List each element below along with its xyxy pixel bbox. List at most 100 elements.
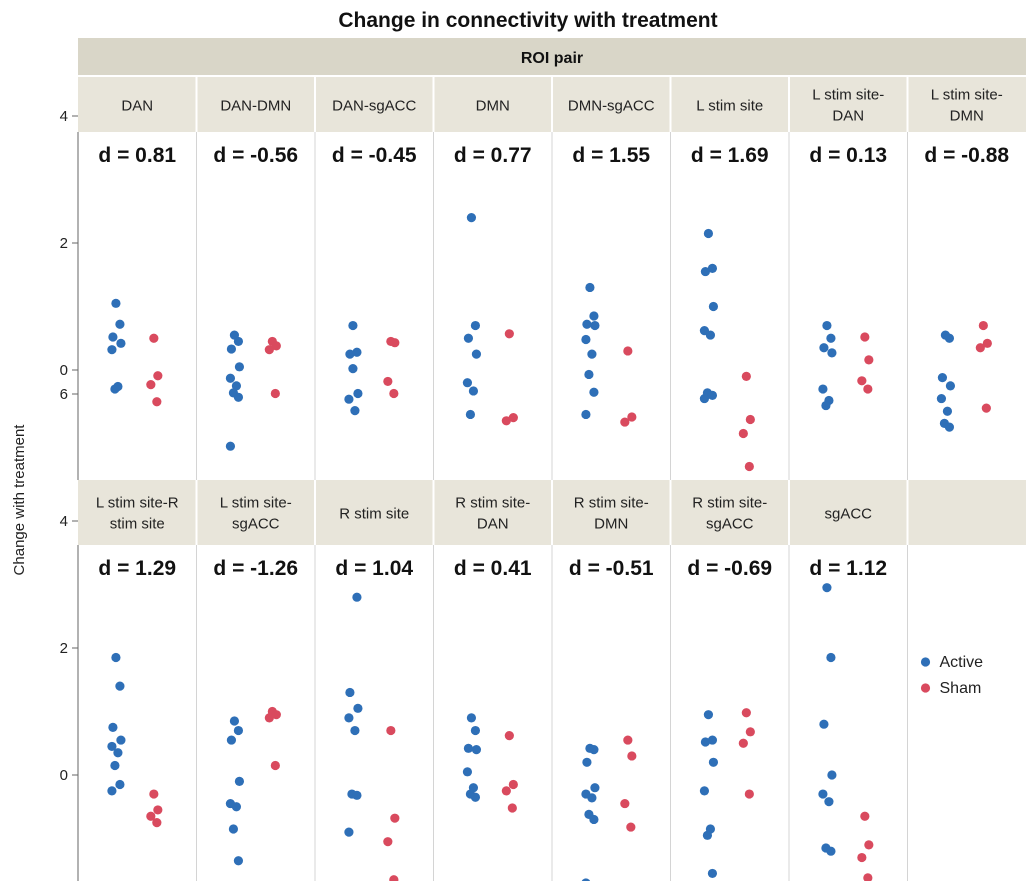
active-point <box>589 745 599 755</box>
active-point <box>115 681 125 691</box>
sham-point <box>390 813 400 823</box>
active-point <box>111 652 121 663</box>
panel-label: R stim site- <box>692 495 767 512</box>
active-point <box>818 384 828 394</box>
sham-point <box>501 786 511 796</box>
active-point <box>107 741 117 752</box>
sham-point <box>863 384 873 394</box>
sham-point <box>860 332 870 342</box>
active-point <box>462 378 473 388</box>
panel-label: DAN <box>477 516 509 533</box>
active-point <box>228 824 239 834</box>
active-point <box>819 719 829 729</box>
sham-point <box>507 803 517 813</box>
effect-size-label: d = 1.29 <box>98 557 176 580</box>
sham-point <box>501 416 511 426</box>
active-point <box>233 856 244 866</box>
active-point <box>116 338 126 348</box>
sham-point <box>264 713 274 723</box>
panel-label: DMN-sgACC <box>568 98 655 115</box>
y-tick-label: 2 <box>60 235 68 252</box>
panel-label: DAN-DMN <box>220 98 291 115</box>
y-axis-label: Change with treatment <box>11 424 28 576</box>
active-point <box>115 779 125 790</box>
active-point <box>225 373 236 383</box>
y-tick-label: 6 <box>60 386 68 403</box>
active-point <box>233 392 244 402</box>
active-point <box>944 422 955 432</box>
sham-point <box>508 413 518 423</box>
active-point <box>582 757 592 767</box>
sham-point <box>389 875 399 881</box>
active-point <box>234 776 245 786</box>
active-point <box>471 745 482 755</box>
roi-pair-label: ROI pair <box>521 50 583 67</box>
active-point <box>115 319 125 329</box>
active-point <box>470 792 481 802</box>
effect-size-label: d = -0.51 <box>569 557 654 580</box>
active-point <box>699 393 710 404</box>
panel-label: R stim site- <box>574 495 649 512</box>
active-point <box>226 735 237 745</box>
active-point <box>226 344 237 354</box>
active-point <box>703 710 714 720</box>
active-point <box>826 846 836 856</box>
effect-size-label: d = -1.26 <box>213 557 298 580</box>
active-point <box>699 786 710 796</box>
effect-size-label: d = 1.69 <box>691 144 769 167</box>
active-point <box>231 802 242 812</box>
sham-point <box>744 789 754 799</box>
active-point <box>113 748 123 758</box>
sham-point <box>386 725 396 736</box>
legend-label: Active <box>940 654 984 671</box>
sham-point <box>508 779 518 790</box>
effect-size-label: d = -0.69 <box>687 557 772 580</box>
panel-label: DAN <box>121 98 153 115</box>
sham-point <box>626 822 636 832</box>
active-point <box>705 330 716 340</box>
sham-point <box>741 708 751 718</box>
active-point <box>466 213 477 223</box>
active-point <box>463 743 474 753</box>
active-point <box>344 713 354 723</box>
sham-point <box>153 371 163 381</box>
active-point <box>348 364 358 374</box>
active-point <box>827 348 837 358</box>
panel-label: DMN <box>476 98 510 115</box>
active-point <box>707 868 718 879</box>
sham-point <box>271 710 281 720</box>
active-point <box>587 349 597 359</box>
panel-label: L stim site <box>696 98 763 115</box>
sham-point <box>745 414 755 425</box>
sham-point <box>864 840 874 850</box>
active-point <box>589 311 599 321</box>
active-point <box>587 793 597 803</box>
effect-size-label: d = -0.56 <box>213 144 298 167</box>
active-point <box>703 228 714 239</box>
effect-size-label: d = 0.41 <box>454 557 532 580</box>
sham-point <box>152 818 162 828</box>
active-point <box>708 301 719 312</box>
active-point <box>707 735 718 745</box>
active-point <box>581 878 591 881</box>
panel-label: DAN-sgACC <box>332 98 416 115</box>
active-point <box>352 592 362 602</box>
effect-size-label: d = -0.88 <box>924 144 1009 167</box>
sham-point <box>744 461 754 472</box>
active-point <box>463 333 474 343</box>
sham-point <box>153 805 163 815</box>
panel-label: R stim site <box>339 506 409 523</box>
active-point <box>107 786 117 796</box>
active-point <box>231 381 242 391</box>
panel-label: L stim site- <box>931 87 1003 104</box>
panel-label: L stim site-R <box>96 495 179 512</box>
y-tick-label: 0 <box>60 362 68 379</box>
chart-title: Change in connectivity with treatment <box>338 9 717 32</box>
active-point <box>471 349 482 359</box>
panel-label: stim site <box>110 516 165 533</box>
active-point <box>110 384 120 394</box>
sham-point <box>738 428 748 439</box>
sham-point <box>981 403 991 413</box>
active-point <box>353 703 363 713</box>
active-point <box>822 320 832 331</box>
